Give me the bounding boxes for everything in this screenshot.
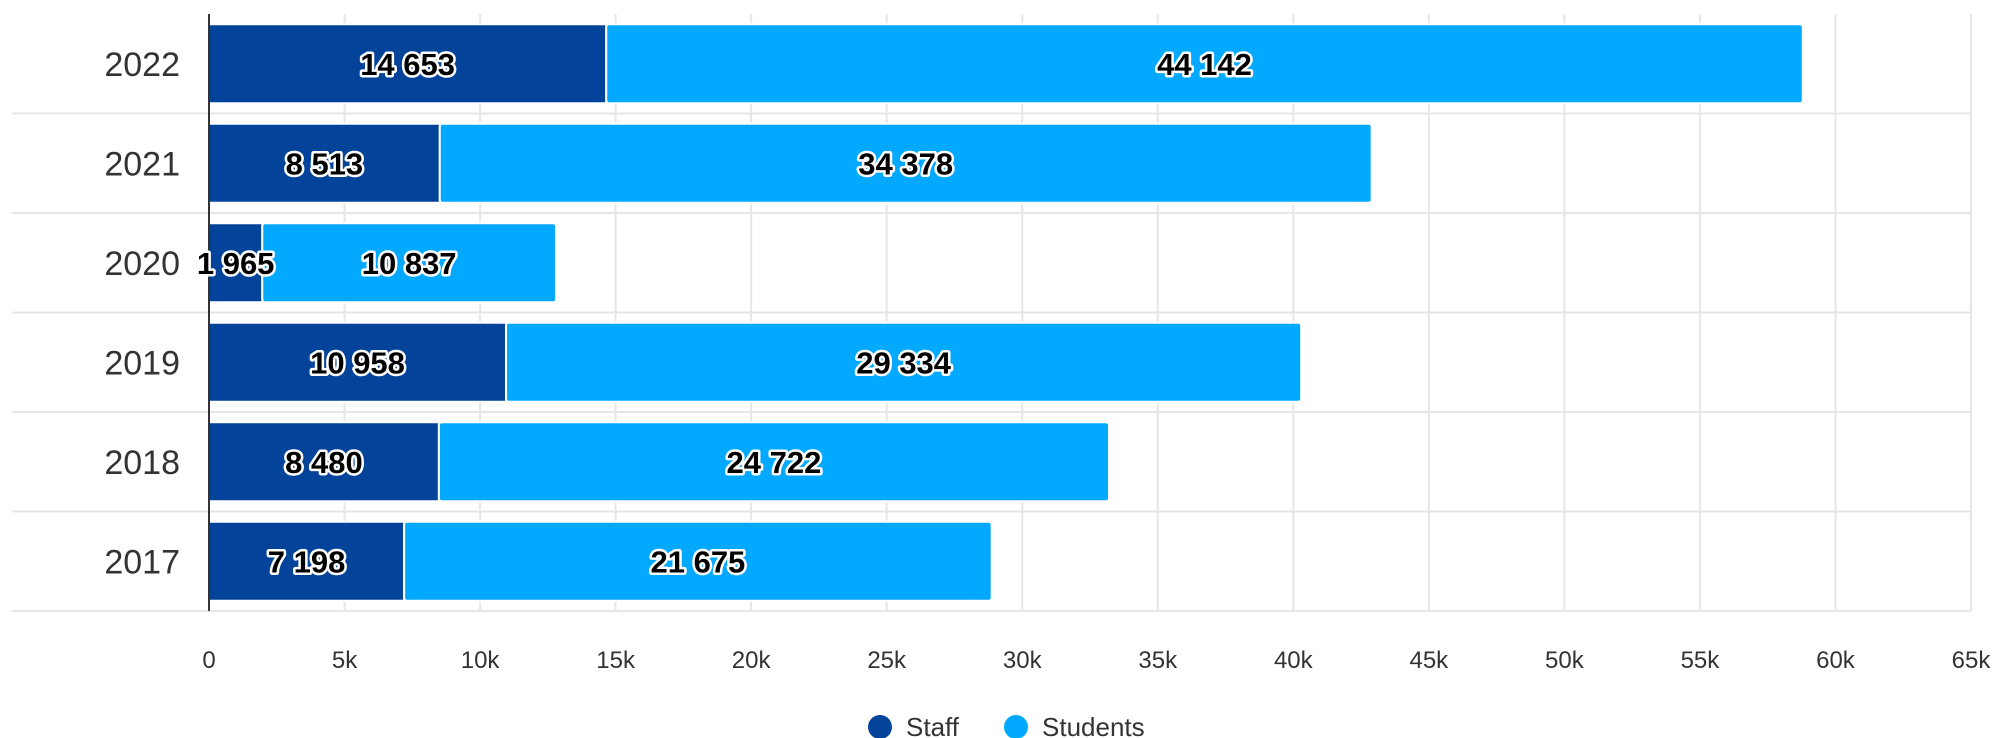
x-tick-label: 5k (332, 647, 358, 674)
category-label: 2018 (104, 444, 180, 482)
x-tick-labels: 0 5k 10k 15k 20k 25k 30k 35k 40k 45k 50k 55k 60k 65k (202, 647, 1991, 674)
data-label: 34 378 (858, 146, 953, 181)
x-tick-label: 55k (1681, 647, 1721, 674)
data-label: 1 965 (197, 246, 275, 281)
bar-students (505, 321, 1303, 403)
x-tick-label: 15k (596, 647, 636, 674)
x-tick-label: 35k (1138, 647, 1178, 674)
data-label: 8 513 (286, 146, 364, 181)
data-label: 8 480 (285, 445, 363, 480)
legend-marker-students[interactable] (1004, 715, 1028, 738)
data-labels: 14 653 44 142 8 513 34 378 1 965 10 837 10 958… (194, 44, 1254, 582)
category-label: 2019 (104, 344, 180, 382)
data-label: 21 675 (650, 544, 745, 579)
bar-staff (208, 520, 406, 602)
x-tick-label: 50k (1545, 647, 1585, 674)
bar-staff (208, 23, 608, 105)
bar-students (605, 23, 1804, 105)
category-label: 2021 (104, 145, 180, 183)
legend-marker-staff[interactable] (868, 715, 892, 738)
bar-students (403, 520, 993, 602)
data-label: 10 837 (362, 246, 457, 281)
category-label: 2017 (104, 543, 180, 581)
bar-staff (208, 421, 440, 503)
bar-staff (208, 321, 508, 403)
legend-item-staff[interactable]: Staff (906, 712, 960, 738)
data-label: 14 653 (360, 47, 455, 82)
legend: Staff Students (868, 712, 1145, 738)
data-label: 29 334 (856, 345, 952, 380)
category-label: 2020 (104, 245, 180, 283)
bar-students (437, 421, 1111, 503)
category-separators (12, 112, 1971, 612)
x-tick-label: 65k (1952, 647, 1992, 674)
data-label: 24 722 (727, 445, 822, 480)
data-label: 10 958 (310, 345, 405, 380)
x-tick-label: 60k (1816, 647, 1856, 674)
bar-staff (208, 222, 264, 304)
x-tick-label: 30k (1003, 647, 1043, 674)
bar-staff (208, 122, 441, 204)
x-tick-label: 45k (1409, 647, 1449, 674)
x-tick-label: 40k (1274, 647, 1314, 674)
data-label: 7 198 (268, 544, 346, 579)
data-label: 44 142 (1157, 47, 1252, 82)
x-tick-label: 10k (461, 647, 501, 674)
legend-item-students[interactable]: Students (1042, 712, 1145, 738)
category-label: 2022 (104, 46, 180, 84)
category-labels: 2022 2021 2020 2019 2018 2017 (104, 46, 180, 582)
x-tick-label: 0 (202, 647, 215, 674)
x-tick-label: 25k (867, 647, 907, 674)
bar-students (261, 222, 558, 304)
bar-students (438, 122, 1373, 204)
bars (208, 23, 1804, 602)
x-tick-label: 20k (732, 647, 772, 674)
